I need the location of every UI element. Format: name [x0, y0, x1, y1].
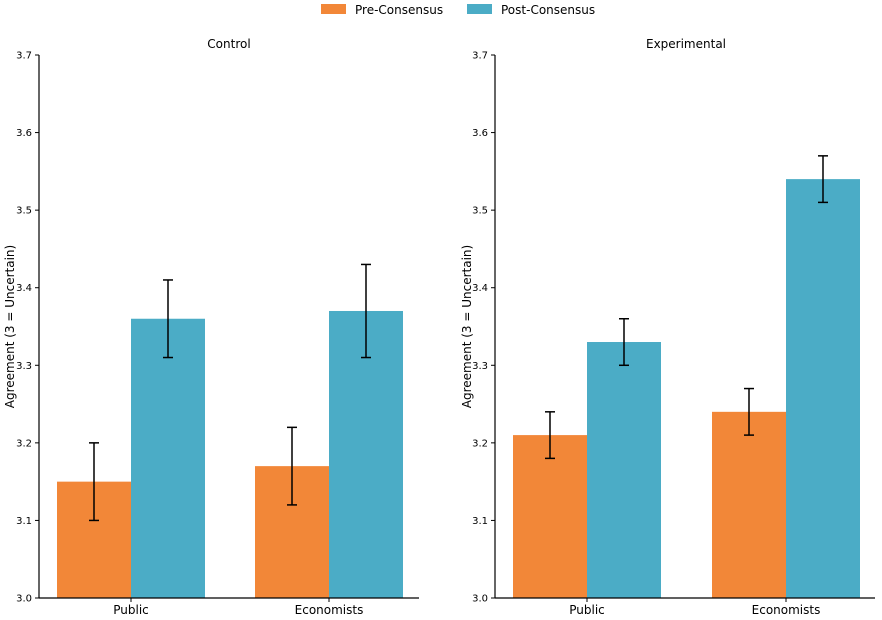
legend-label-post-consensus: Post-Consensus: [501, 3, 595, 17]
y-axis-label-experimental: Agreement (3 = Uncertain): [460, 245, 474, 408]
error-bar-control-economists-post: [361, 263, 371, 359]
y-tick-label-experimental: 3.0: [472, 594, 488, 605]
y-tick-label-experimental: 3.6: [472, 128, 488, 139]
y-tick-label-experimental: 3.7: [472, 51, 488, 62]
y-tick-label-control: 3.5: [16, 206, 32, 217]
bar-control-public-post: [131, 318, 205, 598]
legend: Pre-Consensus Post-Consensus: [321, 3, 595, 17]
error-bar-experimental-economists-pre: [744, 387, 754, 436]
bar-experimental-public-pre: [513, 435, 587, 598]
bar-experimental-public-post: [587, 342, 661, 598]
y-tick-label-experimental: 3.5: [472, 206, 488, 217]
y-tick-label-control: 3.6: [16, 128, 32, 139]
y-tick-label-control: 3.3: [16, 361, 32, 372]
legend-swatch-post-consensus: [467, 4, 492, 14]
error-bar-control-public-post: [163, 279, 173, 359]
y-tick-label-experimental: 3.4: [472, 283, 488, 294]
bar-control-economists-post: [329, 310, 403, 598]
legend-swatch-pre-consensus: [321, 4, 346, 14]
x-tick-label-control-public: Public: [113, 603, 149, 617]
y-tick-label-control: 3.1: [16, 516, 32, 527]
y-tick-label-experimental: 3.1: [472, 516, 488, 527]
y-tick-label-experimental: 3.3: [472, 361, 488, 372]
error-bar-control-economists-pre: [287, 426, 297, 506]
panel-title-control: Control: [207, 37, 250, 51]
panel-experimental: Experimental Agreement (3 = Uncertain) 3.0…: [460, 37, 875, 617]
legend-label-pre-consensus: Pre-Consensus: [355, 3, 443, 17]
y-tick-label-control: 3.2: [16, 438, 32, 449]
error-bar-control-public-pre: [89, 442, 99, 522]
x-tick-label-experimental-public: Public: [569, 603, 605, 617]
bar-experimental-economists-post: [786, 179, 860, 598]
bar-experimental-economists-pre: [712, 411, 786, 598]
y-tick-label-control: 3.7: [16, 51, 32, 62]
y-tick-label-experimental: 3.2: [472, 438, 488, 449]
y-tick-label-control: 3.4: [16, 283, 32, 294]
panel-control: Control Agreement (3 = Uncertain) 3.0 3.1 3.…: [3, 37, 419, 617]
error-bar-experimental-public-post: [619, 317, 629, 367]
error-bar-experimental-economists-post: [818, 155, 828, 204]
y-axis-label-control: Agreement (3 = Uncertain): [3, 245, 17, 408]
panel-title-experimental: Experimental: [646, 37, 726, 51]
x-tick-label-control-economists: Economists: [295, 603, 364, 617]
x-tick-label-experimental-economists: Economists: [752, 603, 821, 617]
error-bar-experimental-public-pre: [545, 411, 555, 460]
y-tick-label-control: 3.0: [16, 594, 32, 605]
